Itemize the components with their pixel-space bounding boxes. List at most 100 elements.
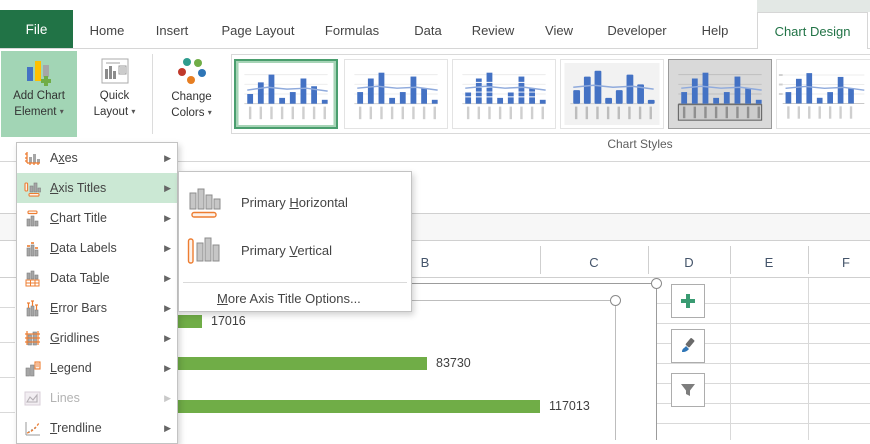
quick-layout-button[interactable]: Quick Layout ▾ [79, 51, 150, 137]
gridline [730, 278, 731, 440]
tab-formulas[interactable]: Formulas [324, 22, 380, 38]
chart-style-thumbnail[interactable] [452, 59, 556, 129]
chart-resize-handle[interactable] [651, 278, 662, 289]
menu-item-axes[interactable]: Axes ▶ [17, 143, 177, 173]
plot-area-handle[interactable] [610, 295, 621, 306]
data-label: 83730 [436, 356, 471, 370]
tab-developer[interactable]: Developer [607, 22, 667, 38]
chart-style-thumbnail[interactable] [776, 59, 870, 129]
submenu-arrow-icon: ▶ [164, 212, 171, 223]
ribbon-tab-bar: File Home Insert Page Layout Formulas Da… [0, 0, 870, 49]
submenu-arrow-icon: ▶ [164, 422, 171, 433]
column-divider [808, 246, 809, 274]
gridline [657, 343, 870, 344]
tab-insert[interactable]: Insert [155, 22, 189, 38]
gridline [657, 423, 870, 424]
gridline-stub [0, 377, 15, 378]
data-table-icon [25, 270, 40, 286]
contextual-tab-band [757, 0, 870, 12]
change-colors-button[interactable]: Change Colors ▾ [155, 51, 228, 137]
button-label: Element [14, 106, 57, 118]
chart-filters-button[interactable] [671, 373, 705, 407]
gridline [657, 323, 870, 324]
quick-layout-icon [101, 58, 128, 84]
column-divider [540, 246, 541, 274]
error-bars-icon [26, 299, 39, 316]
menu-item-trendline[interactable]: Trendline ▶ [17, 413, 177, 443]
gridlines-icon [25, 330, 40, 345]
tab-review[interactable]: Review [471, 22, 515, 38]
plot-area-border-right [615, 300, 616, 440]
submenu-item-more-axis-title-options[interactable]: More Axis Title Options... [217, 290, 361, 306]
chart-style-thumbnail-selected[interactable] [234, 59, 338, 129]
submenu-separator [183, 282, 407, 283]
button-label: Layout [93, 106, 129, 118]
menu-item-chart-title[interactable]: Chart Title ▶ [17, 203, 177, 233]
menu-item-axis-titles[interactable]: Axis Titles ▶ [17, 173, 177, 203]
tab-home[interactable]: Home [89, 22, 125, 38]
tab-file[interactable]: File [0, 10, 73, 48]
tab-chart-design[interactable]: Chart Design [757, 12, 868, 49]
chevron-down-icon: ▾ [207, 108, 212, 117]
change-colors-icon [177, 58, 206, 84]
chart-style-preview [354, 72, 438, 120]
tab-help[interactable]: Help [701, 22, 729, 38]
menu-item-gridlines[interactable]: Gridlines ▶ [17, 323, 177, 353]
trendline-icon [25, 421, 40, 435]
submenu-arrow-icon: ▶ [164, 152, 171, 163]
submenu-arrow-icon: ▶ [164, 332, 171, 343]
chart-style-preview [238, 63, 334, 125]
tab-data[interactable]: Data [414, 22, 442, 38]
chart-elements-button[interactable] [671, 284, 705, 318]
chart-styles-gallery [231, 54, 870, 134]
axes-icon [25, 151, 40, 165]
submenu-item-primary-vertical[interactable]: Primary Vertical [179, 226, 411, 274]
gridline [657, 363, 870, 364]
data-label: 117013 [549, 399, 590, 413]
tab-page-layout[interactable]: Page Layout [221, 22, 295, 38]
column-header-c[interactable]: C [589, 254, 599, 270]
tab-view[interactable]: View [545, 22, 573, 38]
button-label: Change [171, 91, 212, 103]
menu-item-data-labels[interactable]: Data Labels ▶ [17, 233, 177, 263]
paintbrush-icon [682, 338, 695, 352]
funnel-icon [681, 384, 695, 396]
chart-style-preview [672, 63, 768, 125]
column-header-f[interactable]: F [842, 254, 850, 270]
menu-item-legend[interactable]: Legend ▶ [17, 353, 177, 383]
column-divider [730, 246, 731, 274]
primary-horizontal-icon [189, 188, 221, 218]
data-label: 17016 [211, 314, 246, 328]
gridline-stub [0, 412, 15, 413]
group-label-chart-styles: Chart Styles [607, 137, 673, 151]
column-header-e[interactable]: E [764, 254, 774, 270]
data-labels-icon [26, 241, 39, 256]
menu-item-data-table[interactable]: Data Table ▶ [17, 263, 177, 293]
gridline [657, 303, 870, 304]
chart-styles-button[interactable] [671, 329, 705, 363]
legend-icon [25, 360, 41, 376]
gridline [657, 383, 870, 384]
button-label: Quick [99, 90, 130, 102]
submenu-arrow-icon: ▶ [164, 392, 171, 403]
menu-item-lines-disabled: Lines ▶ [17, 383, 177, 413]
column-header-d[interactable]: D [684, 254, 694, 270]
column-header-b[interactable]: B [420, 254, 430, 270]
submenu-item-primary-horizontal[interactable]: Primary Horizontal [179, 178, 411, 226]
axis-titles-icon [24, 181, 41, 197]
gridline [808, 278, 809, 440]
chart-style-preview [462, 72, 546, 120]
axis-titles-submenu: Primary Horizontal Primary Vertical More… [178, 171, 412, 312]
chart-style-preview [778, 73, 865, 119]
chart-style-thumbnail[interactable] [344, 59, 448, 129]
chart-style-thumbnail[interactable] [560, 59, 664, 129]
chevron-down-icon: ▾ [59, 107, 64, 116]
chevron-down-icon: ▾ [131, 107, 136, 116]
menu-item-error-bars[interactable]: Error Bars ▶ [17, 293, 177, 323]
header-bottom-border [0, 277, 870, 278]
submenu-arrow-icon: ▶ [164, 272, 171, 283]
add-chart-element-button[interactable]: Add Chart Element ▾ [1, 51, 77, 137]
group-divider [152, 54, 153, 134]
chart-style-thumbnail[interactable] [668, 59, 772, 129]
gridline-stub [0, 342, 15, 343]
